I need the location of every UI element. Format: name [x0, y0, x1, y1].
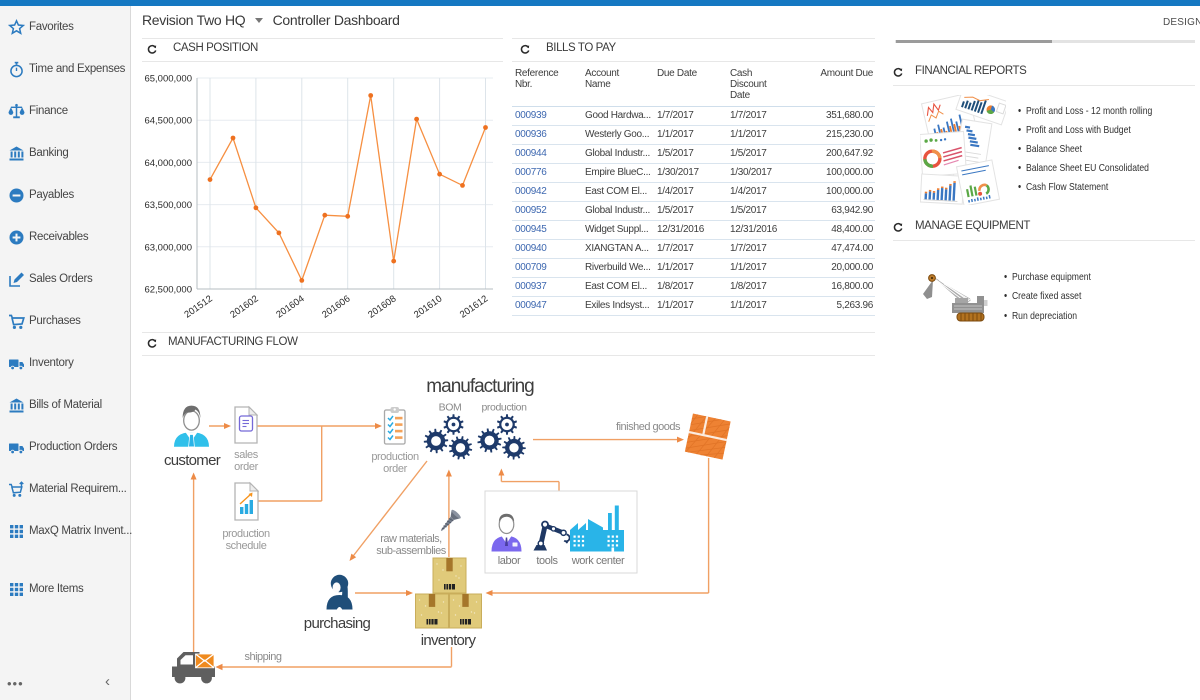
svg-text:201606: 201606 — [320, 293, 352, 320]
svg-text:order: order — [383, 463, 407, 475]
svg-text:63,500,000: 63,500,000 — [144, 200, 192, 211]
svg-text:BOM: BOM — [439, 402, 462, 414]
svg-text:201604: 201604 — [274, 293, 306, 320]
svg-text:production: production — [222, 528, 270, 540]
svg-text:64,000,000: 64,000,000 — [144, 158, 192, 169]
svg-text:201610: 201610 — [412, 293, 444, 320]
svg-text:63,000,000: 63,000,000 — [144, 242, 192, 253]
svg-text:201612: 201612 — [458, 293, 490, 320]
svg-text:labor: labor — [498, 555, 521, 567]
svg-text:tools: tools — [536, 555, 558, 567]
svg-text:sub-assemblies: sub-assemblies — [376, 545, 446, 557]
svg-text:order: order — [234, 461, 258, 473]
svg-text:finished goods: finished goods — [616, 421, 681, 433]
svg-text:201512: 201512 — [182, 293, 214, 320]
svg-text:work center: work center — [571, 555, 625, 567]
svg-text:raw materials,: raw materials, — [380, 533, 442, 545]
svg-text:manufacturing: manufacturing — [426, 376, 534, 397]
svg-text:purchasing: purchasing — [304, 615, 371, 632]
svg-text:production: production — [481, 402, 527, 414]
svg-text:62,500,000: 62,500,000 — [144, 285, 192, 296]
svg-text:production: production — [371, 451, 419, 463]
svg-text:201602: 201602 — [228, 293, 260, 320]
svg-text:65,000,000: 65,000,000 — [144, 74, 192, 85]
svg-text:customer: customer — [164, 452, 221, 469]
svg-text:shipping: shipping — [245, 651, 282, 663]
svg-text:inventory: inventory — [421, 632, 477, 649]
svg-text:sales: sales — [234, 449, 259, 461]
svg-text:64,500,000: 64,500,000 — [144, 116, 192, 127]
svg-text:schedule: schedule — [226, 540, 267, 552]
svg-text:201608: 201608 — [366, 293, 398, 320]
